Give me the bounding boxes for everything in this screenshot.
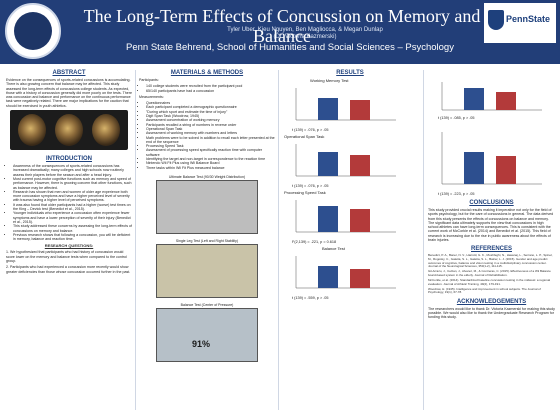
result-chart (295, 256, 396, 289)
poster-title: The Long-Term Effects of Concussion on M… (83, 6, 481, 46)
result-label: Working Memory Test (310, 78, 349, 83)
list-item: 65/140 participants have had a concussio… (146, 89, 275, 93)
introduction-list: Awareness of the consequences of sports-… (6, 164, 132, 241)
result-panel: t (139) = .223, p > .05 (428, 122, 555, 196)
result-stat: F(2,139) = .221, p = 0.618 (292, 240, 337, 244)
introduction-heading: INTRODUCTION (46, 156, 92, 163)
author-list: Tyler Uber, Kieu Nguyen, Ben Magliocca, … (190, 27, 420, 41)
result-panel: t (139) = .085, p > .05 (428, 72, 555, 120)
list-item: Participants recalled a string of number… (146, 123, 275, 127)
list-item: Each participant completed a demographic… (146, 105, 275, 109)
list-item: Nintendo Wii Fit Plus using Wii Balance … (146, 161, 275, 165)
list-item: Assessment concentration of working memo… (146, 118, 275, 122)
result-stat: t (139) = .076, p > .05 (292, 128, 329, 132)
measurements-label: Measurements: (139, 94, 164, 99)
result-panel: Processing Speed Task F(2,139) = .221, p… (282, 190, 418, 244)
result-chart (441, 132, 542, 185)
reference-item: Gil-Arrazu, J., Celzan, J., Alvarez, M.,… (428, 269, 551, 277)
column-results: RESULTS Working Memory Test t (139) = .0… (282, 70, 418, 414)
list-item: This study addressed these concerns by a… (13, 224, 132, 233)
pennstate-logo: PennState (484, 3, 556, 43)
photo-score: 91% (192, 338, 211, 349)
balance-photo-1: Ultimate Balance Test (90/30 Weight Dist… (156, 175, 258, 234)
list-item: It was also found that older participant… (13, 203, 132, 212)
list-item: Assessment of processing speed specifica… (146, 148, 275, 157)
list-item: Most current post-motor cognitive functi… (13, 177, 132, 190)
research-question-1: 1. We hypothesized that participants who… (6, 250, 127, 264)
measurements-list: Questionnaires Each participant complete… (139, 101, 275, 170)
list-item: Operational Span Task (146, 127, 275, 131)
references-heading: REFERENCES (470, 246, 512, 253)
list-item: Questionnaires (146, 101, 275, 105)
list-item: Processing Speed Task (146, 144, 275, 148)
list-item: Assessment of working memory with number… (146, 131, 275, 135)
poster-header: The Long-Term Effects of Concussion on M… (0, 0, 560, 64)
list-item: Awareness of the consequences of sports-… (13, 164, 132, 177)
list-item: Identifying the target and non-target in… (146, 157, 275, 161)
result-chart (295, 144, 396, 177)
list-item: Previous research shows that following a… (13, 233, 132, 242)
list-item: Math problems were to be solved in addit… (146, 136, 275, 145)
abstract-text: Evidence on the consequences of sports-r… (6, 78, 132, 108)
result-stat: t (139) = .085, p > .05 (438, 116, 475, 120)
conclusions-heading: CONCLUSIONS (469, 200, 514, 206)
participants-list: 140 college students were recruited from… (139, 84, 275, 93)
abstract-heading: ABSTRACT (52, 70, 86, 76)
list-item: Digit Span Task (Woodrow, 1945) (146, 114, 275, 118)
column-divider (423, 70, 424, 410)
result-label: Processing Speed Task (284, 190, 326, 195)
participants-label: Participants: (139, 78, 159, 82)
result-stat: t (139) = .223, p > .05 (438, 192, 475, 196)
result-stat: t (139) = .076, p > .05 (292, 184, 329, 188)
list-item: Three tasks within Wii Fit Plus measured… (146, 166, 275, 170)
affiliation: Penn State Behrend, School of Humanities… (126, 42, 454, 53)
list-item: Research has shown that men and women of… (13, 190, 132, 203)
reference-item: Benedict, P. A., Baner, N. V., Harrold, … (428, 253, 553, 269)
column-divider (135, 70, 136, 410)
photo-caption: Ultimate Balance Test (90/30 Weight Dist… (168, 174, 246, 179)
results-heading: RESULTS (336, 70, 364, 76)
result-chart (295, 88, 396, 121)
list-item: 140 college students were recruited from… (146, 84, 275, 88)
result-label: Operational Span Task (284, 134, 325, 139)
reference-item: McCorkle, et al. (2014). Standardized ba… (428, 277, 551, 286)
acknowledgements-heading: ACKNOWLEDGEMENTS (456, 298, 527, 305)
photo-caption: Balance Test (Center of Pressure) (180, 302, 234, 307)
result-panel: Balance Test t (139) = .559, p > .05 (282, 246, 418, 300)
balance-photo-2: Single Leg Test (Left and Right Stabilit… (156, 239, 258, 298)
university-seal-icon (5, 3, 61, 59)
result-panel: Working Memory Test t (139) = .076, p > … (282, 78, 418, 132)
advisor: (Dr. Victoria Kazmerski) (273, 34, 337, 40)
result-stat: t (139) = .559, p > .05 (292, 296, 329, 300)
research-questions-heading: RESEARCH QUESTIONS: (44, 243, 94, 249)
conclusions-text: This study provided crucial results maki… (428, 208, 554, 243)
column-abstract-intro: ABSTRACT Evidence on the consequences of… (6, 70, 132, 414)
column-methods: MATERIALS & METHODS Participants: 140 co… (139, 70, 275, 414)
shield-icon (488, 10, 504, 30)
result-chart (441, 82, 542, 111)
acknowledgements-text: The researchers would like to thank Dr. … (428, 306, 555, 320)
methods-heading: MATERIALS & METHODS (170, 70, 244, 76)
column-conclusions: t (139) = .085, p > .05 t (139) = .223, … (428, 70, 555, 414)
balance-photo-3: Balance Test (Center of Pressure) 91% (156, 303, 258, 362)
result-label: Balance Test (322, 246, 345, 251)
photo-caption: Single Leg Test (Left and Right Stabilit… (175, 238, 239, 243)
column-divider (278, 70, 279, 410)
authors: Tyler Uber, Kieu Nguyen, Ben Magliocca, … (227, 27, 383, 33)
list-item: "During which sport and estimate the tim… (146, 110, 275, 114)
list-item: Younger individuals who experience a con… (13, 211, 132, 224)
result-chart (295, 200, 396, 233)
research-question-2: 2. Participants who had experienced a co… (6, 265, 131, 274)
brain-scan-image (10, 110, 128, 151)
logo-text: PennState (506, 14, 551, 24)
result-panel: Operational Span Task t (139) = .076, p … (282, 134, 418, 188)
reference-item: Woodrow, H. (1945). Intelligence and imp… (428, 286, 541, 295)
